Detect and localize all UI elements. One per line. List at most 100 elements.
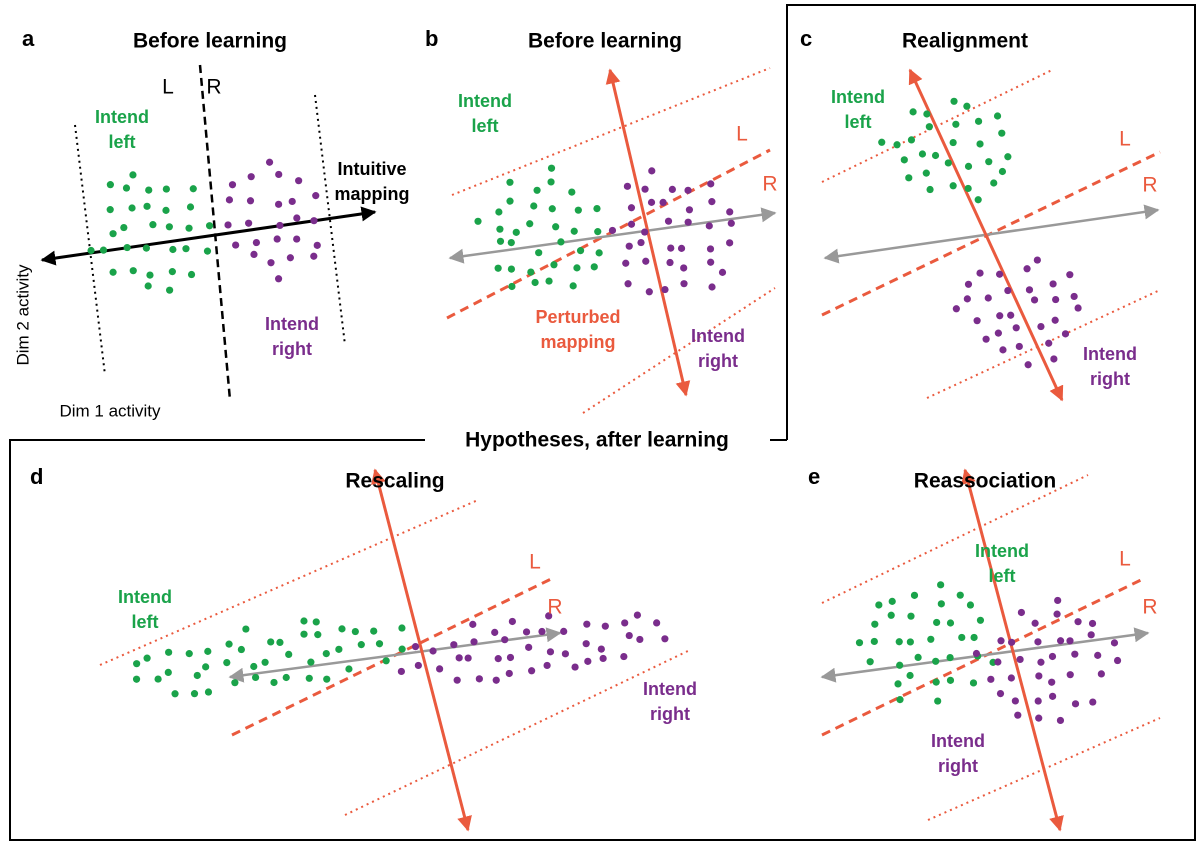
dot bbox=[894, 680, 902, 688]
dot bbox=[627, 204, 636, 212]
dot bbox=[162, 185, 170, 193]
dot bbox=[997, 637, 1005, 645]
dot bbox=[305, 674, 313, 682]
dot bbox=[601, 622, 609, 630]
dot bbox=[436, 665, 444, 673]
dot bbox=[1049, 280, 1057, 288]
dot bbox=[548, 205, 556, 213]
label: L bbox=[1119, 548, 1131, 571]
dot bbox=[1024, 361, 1032, 369]
label: R bbox=[1142, 174, 1157, 197]
dot bbox=[276, 221, 284, 230]
label: right bbox=[1090, 369, 1130, 389]
dot bbox=[1035, 672, 1043, 680]
dot bbox=[245, 219, 253, 227]
dot bbox=[1050, 355, 1058, 363]
dot bbox=[582, 640, 590, 648]
dot bbox=[896, 661, 904, 669]
dot bbox=[242, 625, 250, 633]
arrow bbox=[908, 68, 1064, 402]
label: Dim 2 activity bbox=[13, 264, 32, 366]
dot bbox=[535, 249, 543, 257]
dot bbox=[909, 108, 917, 116]
dot bbox=[994, 658, 1002, 666]
dot bbox=[543, 661, 551, 670]
dot bbox=[1023, 265, 1031, 273]
dot bbox=[128, 204, 136, 212]
dot bbox=[171, 690, 179, 698]
dot bbox=[1054, 596, 1062, 605]
dot bbox=[1071, 700, 1080, 708]
dot bbox=[464, 654, 472, 662]
dot bbox=[87, 246, 95, 255]
dot bbox=[998, 167, 1007, 176]
dot bbox=[666, 258, 674, 267]
dot bbox=[608, 226, 617, 235]
dot bbox=[142, 244, 150, 252]
dot bbox=[974, 117, 983, 125]
arrow bbox=[961, 468, 1064, 832]
dot bbox=[576, 247, 585, 255]
dot bbox=[893, 141, 901, 149]
dot bbox=[250, 662, 258, 671]
dot bbox=[993, 112, 1002, 120]
dot bbox=[370, 627, 378, 635]
dot bbox=[547, 178, 555, 186]
dot bbox=[593, 204, 601, 213]
dot bbox=[1066, 637, 1074, 645]
dot bbox=[455, 654, 463, 662]
dot bbox=[969, 679, 978, 687]
dot bbox=[414, 661, 422, 670]
dot bbox=[896, 696, 904, 704]
dot bbox=[931, 151, 940, 160]
dot bbox=[922, 169, 930, 177]
label: L bbox=[529, 551, 541, 574]
dot bbox=[684, 218, 692, 226]
dot bbox=[273, 235, 281, 243]
dot bbox=[888, 597, 896, 605]
dot bbox=[726, 239, 734, 247]
dot bbox=[705, 222, 713, 230]
dot bbox=[870, 637, 878, 646]
dot bbox=[1031, 619, 1039, 627]
dot bbox=[972, 649, 981, 658]
label: Intend bbox=[975, 541, 1029, 561]
dot bbox=[345, 665, 353, 673]
dot bbox=[494, 264, 502, 272]
dot bbox=[974, 196, 982, 204]
dot bbox=[932, 678, 940, 686]
dot bbox=[1034, 697, 1042, 705]
dot bbox=[956, 591, 964, 599]
dot bbox=[636, 635, 644, 644]
dot bbox=[641, 228, 649, 236]
dot bbox=[718, 268, 727, 276]
dot bbox=[398, 624, 406, 632]
label: right bbox=[650, 704, 690, 724]
dot bbox=[285, 650, 293, 658]
dot bbox=[154, 675, 162, 683]
dot bbox=[1011, 697, 1019, 705]
dot bbox=[146, 271, 154, 279]
dot bbox=[1015, 342, 1023, 351]
dot bbox=[963, 102, 971, 110]
dot bbox=[984, 294, 992, 302]
boundary-line bbox=[99, 499, 479, 666]
dot bbox=[313, 241, 321, 249]
dot bbox=[1053, 610, 1061, 618]
dot bbox=[668, 185, 676, 193]
dot bbox=[335, 645, 343, 653]
dot bbox=[1017, 608, 1026, 617]
dot bbox=[641, 185, 649, 193]
dot bbox=[932, 657, 940, 665]
dot bbox=[274, 275, 283, 283]
dot bbox=[1007, 674, 1015, 682]
boundary-line bbox=[821, 474, 1089, 604]
dot bbox=[1016, 655, 1024, 664]
dot bbox=[501, 636, 509, 644]
dot bbox=[944, 159, 952, 167]
dot bbox=[185, 650, 193, 658]
dot bbox=[545, 612, 553, 620]
dot bbox=[252, 238, 261, 247]
dot bbox=[474, 217, 482, 225]
dot bbox=[645, 288, 653, 296]
